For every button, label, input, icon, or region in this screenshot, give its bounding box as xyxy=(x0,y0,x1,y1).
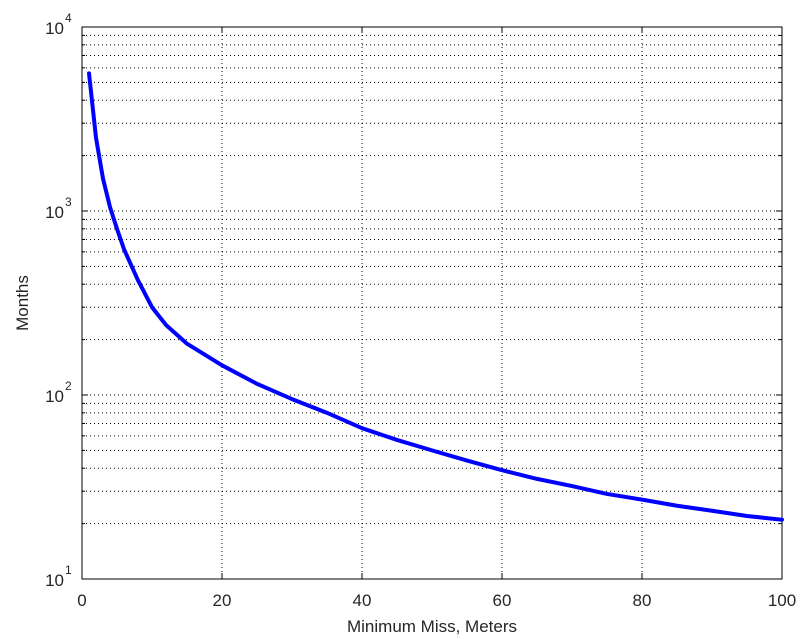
grid-lines xyxy=(82,27,782,579)
x-tick-label: 100 xyxy=(768,591,796,610)
y-axis-label: Months xyxy=(13,275,32,331)
x-tick-label: 0 xyxy=(77,591,86,610)
y-tick-label-exponent: 2 xyxy=(65,379,72,393)
y-tick-label-base: 10 xyxy=(45,19,64,38)
x-axis-label: Minimum Miss, Meters xyxy=(347,617,517,636)
y-tick-label-exponent: 3 xyxy=(65,195,72,209)
y-tick-label-exponent: 1 xyxy=(65,563,72,577)
series-group xyxy=(87,71,784,522)
x-tick-label: 20 xyxy=(213,591,232,610)
y-tick-label-base: 10 xyxy=(45,387,64,406)
x-tick-label: 60 xyxy=(493,591,512,610)
plot-area-border xyxy=(81,26,783,580)
x-tick-label: 40 xyxy=(353,591,372,610)
y-tick-label-exponent: 4 xyxy=(65,11,72,25)
y-tick-label-base: 10 xyxy=(45,203,64,222)
axis-ticks xyxy=(81,27,783,580)
x-tick-label: 80 xyxy=(633,591,652,610)
y-tick-label-base: 10 xyxy=(45,571,64,590)
x-tick-labels: 0 20 40 60 80 100 xyxy=(77,591,796,610)
series-line xyxy=(87,71,784,522)
